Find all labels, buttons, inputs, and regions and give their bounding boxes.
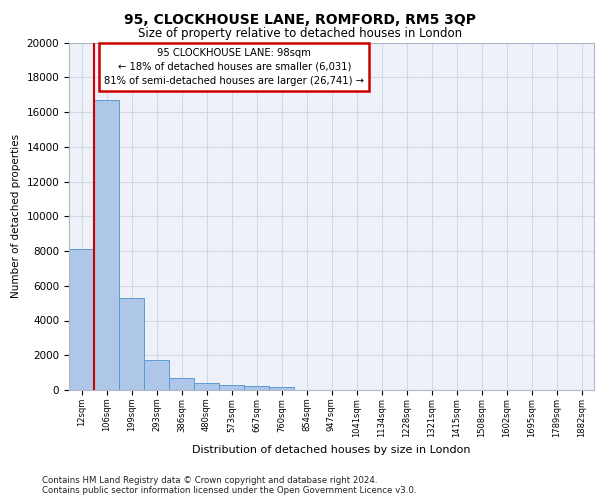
Text: Contains public sector information licensed under the Open Government Licence v3: Contains public sector information licen… [42, 486, 416, 495]
Bar [169, 378, 194, 390]
Text: Size of property relative to detached houses in London: Size of property relative to detached ho… [138, 28, 462, 40]
Bar [269, 386, 294, 390]
Bar [244, 386, 269, 390]
Text: Contains HM Land Registry data © Crown copyright and database right 2024.: Contains HM Land Registry data © Crown c… [42, 476, 377, 485]
Bar [94, 100, 119, 390]
X-axis label: Distribution of detached houses by size in London: Distribution of detached houses by size … [192, 445, 471, 455]
Bar [144, 360, 169, 390]
Bar [219, 386, 244, 390]
Bar [69, 250, 94, 390]
Bar [194, 384, 219, 390]
Bar [119, 298, 144, 390]
Text: 95 CLOCKHOUSE LANE: 98sqm
← 18% of detached houses are smaller (6,031)
81% of se: 95 CLOCKHOUSE LANE: 98sqm ← 18% of detac… [104, 48, 364, 86]
Text: 95, CLOCKHOUSE LANE, ROMFORD, RM5 3QP: 95, CLOCKHOUSE LANE, ROMFORD, RM5 3QP [124, 12, 476, 26]
Y-axis label: Number of detached properties: Number of detached properties [11, 134, 21, 298]
